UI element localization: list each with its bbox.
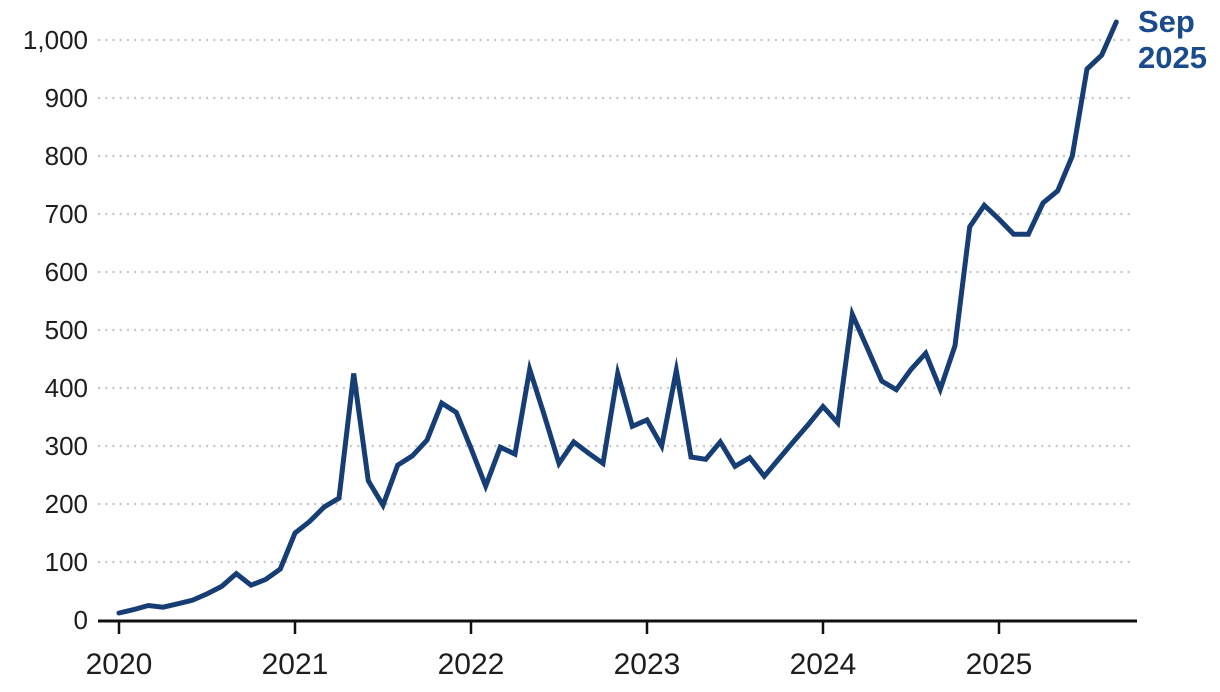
- data-series-line: [116, 19, 1119, 616]
- x-axis-label: 2025: [966, 648, 1033, 681]
- endpoint-annotation: Sep 2025: [1138, 4, 1207, 76]
- x-axis-label: 2024: [790, 648, 857, 681]
- y-axis-label: 800: [45, 141, 88, 171]
- y-axis-label: 1,000: [23, 25, 88, 55]
- x-axis-label: 2022: [438, 648, 505, 681]
- endpoint-annotation-year: 2025: [1138, 40, 1207, 75]
- x-axis-label: 2021: [262, 648, 329, 681]
- y-axis-label: 500: [45, 315, 88, 345]
- y-axis-label: 900: [45, 83, 88, 113]
- y-axis-label: 600: [45, 257, 88, 287]
- y-axis-label: 0: [74, 605, 88, 635]
- y-axis-label: 300: [45, 431, 88, 461]
- y-axis-label: 100: [45, 547, 88, 577]
- y-axis-label: 700: [45, 199, 88, 229]
- endpoint-annotation-month: Sep: [1138, 4, 1195, 39]
- x-axis-label: 2023: [614, 648, 681, 681]
- x-axis-label: 2020: [86, 648, 153, 681]
- y-axis-label: 200: [45, 489, 88, 519]
- y-axis-label: 400: [45, 373, 88, 403]
